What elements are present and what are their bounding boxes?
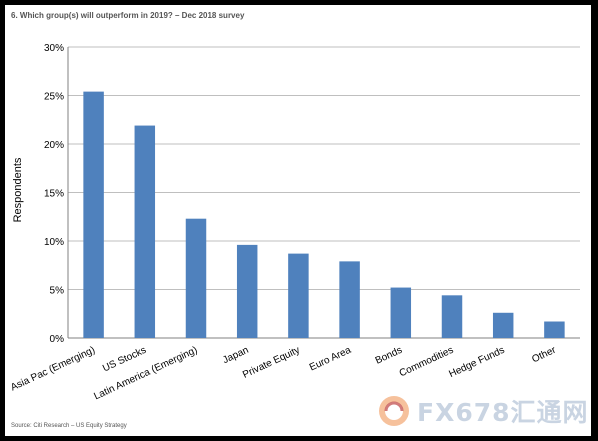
watermark-cn: 汇通网 [510, 398, 589, 427]
y-tick-label: 0% [50, 334, 65, 345]
y-tick-labels: 0% 5% 10% 15% 20% 25% 30% [44, 43, 64, 345]
bars [83, 91, 565, 339]
bar [390, 287, 412, 338]
x-tick-label: Asia Pac (Emerging) [9, 345, 97, 394]
bar [441, 295, 463, 338]
chart-title: 6. Which group(s) will outperform in 201… [11, 11, 245, 20]
watermark: FX678汇通网 [377, 391, 591, 431]
y-axis-label: Respondents [12, 157, 24, 222]
x-tick-label: Commodities [398, 345, 456, 380]
source-note: Source: Citi Research – US Equity Strate… [11, 423, 127, 429]
bar [134, 125, 156, 338]
x-tick-label: Other [530, 344, 558, 365]
bar [288, 253, 309, 338]
bar [544, 321, 565, 338]
watermark-latin: FX678 [417, 398, 511, 427]
bar [492, 312, 514, 338]
y-tick-label: 15% [44, 189, 64, 200]
fx678-logo-icon [379, 396, 409, 426]
y-tick-label: 5% [50, 286, 65, 297]
x-tick-label: Bonds [374, 345, 404, 367]
bar-chart: 0%5%10%15%20%25%30% Asia Pac (Emerging) U… [9, 43, 580, 402]
chart-frame: 6. Which group(s) will outperform in 201… [5, 5, 591, 436]
x-tick-label: Private Equity [241, 345, 302, 381]
bar [185, 218, 207, 338]
y-tick-label: 10% [44, 237, 64, 248]
x-tick-label: Euro Area [308, 345, 353, 374]
bar [236, 244, 258, 338]
y-tick-label: 25% [44, 92, 64, 103]
x-tick-label: Japan [221, 345, 250, 366]
bar [339, 261, 360, 338]
x-tick-label: Hedge Funds [447, 345, 506, 380]
y-tick-label: 20% [44, 140, 64, 151]
y-tick-label: 30% [44, 43, 64, 54]
watermark-text: FX678汇通网 [417, 393, 589, 429]
bar [83, 91, 104, 339]
